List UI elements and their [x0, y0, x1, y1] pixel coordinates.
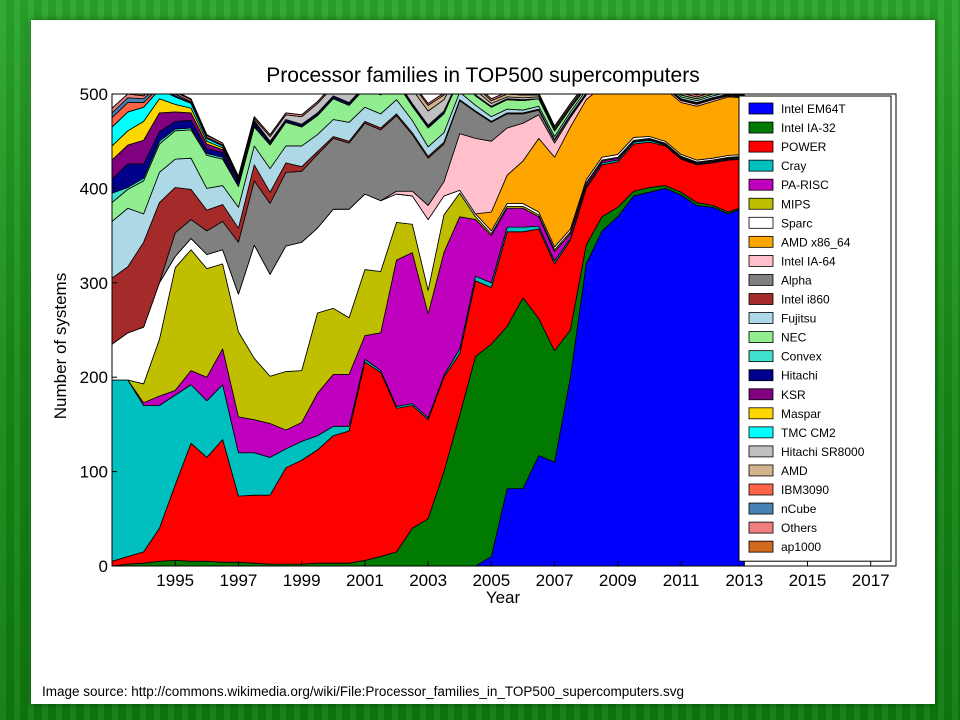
- y-tick-label: 200: [80, 368, 108, 387]
- slide: Processor families in TOP500 supercomput…: [31, 20, 935, 704]
- legend-swatch-fujitsu: [748, 312, 774, 324]
- legend-swatch-tmc-cm2: [748, 426, 774, 439]
- legend-swatch-mips: [748, 197, 774, 210]
- legend-swatch-amd: [748, 464, 774, 477]
- legend-label-ncube: nCube: [781, 502, 817, 516]
- x-tick-label: 2013: [725, 571, 763, 590]
- legend-swatch-ksr: [748, 388, 774, 401]
- area-ap1000: [112, 94, 702, 177]
- plot-frame: [111, 93, 897, 567]
- x-tick-label: 2003: [409, 571, 447, 590]
- legend-swatch-nec: [748, 331, 774, 344]
- image-source-caption: Image source: http://commons.wikimedia.o…: [42, 684, 685, 699]
- y-tick-label: 0: [99, 557, 108, 576]
- x-tick-label: 2015: [789, 571, 827, 590]
- legend-label-intel-em64t: Intel EM64T: [781, 102, 846, 116]
- legend-label-intel-ia-64: Intel IA-64: [781, 254, 836, 268]
- legend-swatch-alpha: [748, 274, 774, 286]
- legend-label-cray: Cray: [781, 159, 806, 173]
- legend-label-sparc: Sparc: [781, 216, 812, 230]
- area-others: [112, 94, 708, 179]
- legend-label-hitachi-sr8000: Hitachi SR8000: [781, 445, 865, 459]
- legend-swatch-intel-ia-64: [748, 254, 774, 267]
- legend-label-fujitsu: Fujitsu: [781, 312, 816, 326]
- legend-swatch-intel-i860: [748, 293, 774, 305]
- y-tick-label: 400: [80, 179, 108, 198]
- y-tick-label: 500: [80, 85, 108, 104]
- legend-label-power: POWER: [781, 140, 827, 154]
- legend-swatch-intel-em64t: [748, 102, 774, 115]
- legend-swatch-intel-ia-32: [748, 121, 774, 134]
- x-tick-label: 2011: [663, 571, 700, 590]
- legend-label-intel-ia-32: Intel IA-32: [781, 121, 836, 135]
- legend-label-ibm3090: IBM3090: [781, 483, 829, 497]
- legend-label-amd-x86-64: AMD x86_64: [781, 235, 851, 249]
- legend-label-maspar: Maspar: [781, 407, 821, 421]
- y-tick-label: 300: [80, 274, 108, 293]
- legend-label-amd: AMD: [781, 464, 808, 478]
- legend-label-intel-i860: Intel i860: [781, 293, 830, 307]
- legend-label-ap1000: ap1000: [781, 540, 821, 554]
- x-tick-label: 1999: [283, 571, 321, 590]
- legend: Intel EM64T Intel IA-32 POWER Cray PA-RISC MI…: [738, 95, 892, 562]
- legend-swatch-hitachi-sr8000: [748, 445, 774, 458]
- legend-label-convex: Convex: [781, 350, 822, 364]
- x-tick-label: 2009: [599, 571, 637, 590]
- x-tick-label: 2007: [536, 571, 574, 590]
- legend-swatch-others: [748, 521, 774, 534]
- legend-label-hitachi: Hitachi: [781, 369, 818, 383]
- x-tick-label: 2017: [852, 571, 890, 590]
- legend-label-tmc-cm2: TMC CM2: [781, 426, 836, 440]
- legend-swatch-ncube: [748, 502, 774, 515]
- legend-swatch-maspar: [748, 407, 774, 420]
- x-tick-label: 2005: [472, 571, 510, 590]
- legend-swatch-hitachi: [748, 369, 774, 382]
- x-tick-label: 1995: [156, 571, 194, 590]
- chart-title: Processor families in TOP500 supercomput…: [266, 64, 700, 87]
- x-tick-label: 1997: [220, 571, 258, 590]
- legend-swatch-power: [748, 140, 774, 153]
- x-axis-label: Year: [485, 588, 521, 607]
- chart-area: 0 100 200 300 400 500 1995 1997 1999 2001 2003 2005…: [80, 85, 897, 590]
- legend-swatch-ap1000: [748, 540, 774, 553]
- axes-group: 0 100 200 300 400 500 1995 1997 1999 2001 2003 2005…: [80, 85, 897, 590]
- legend-label-ksr: KSR: [781, 388, 806, 402]
- legend-swatch-pa-risc: [748, 178, 774, 191]
- legend-swatch-ibm3090: [748, 483, 774, 496]
- y-tick-label: 100: [80, 463, 108, 482]
- legend-swatch-convex: [748, 350, 774, 363]
- legend-swatch-cray: [748, 159, 774, 172]
- legend-swatch-sparc: [748, 216, 774, 229]
- legend-label-alpha: Alpha: [781, 273, 812, 287]
- legend-swatch-amd-x86-64: [748, 235, 774, 248]
- legend-label-pa-risc: PA-RISC: [781, 178, 829, 192]
- legend-label-others: Others: [781, 521, 817, 535]
- area-series-group: [112, 94, 745, 566]
- legend-label-nec: NEC: [781, 331, 807, 345]
- x-tick-label: 2001: [346, 571, 384, 590]
- legend-label-mips: MIPS: [781, 197, 810, 211]
